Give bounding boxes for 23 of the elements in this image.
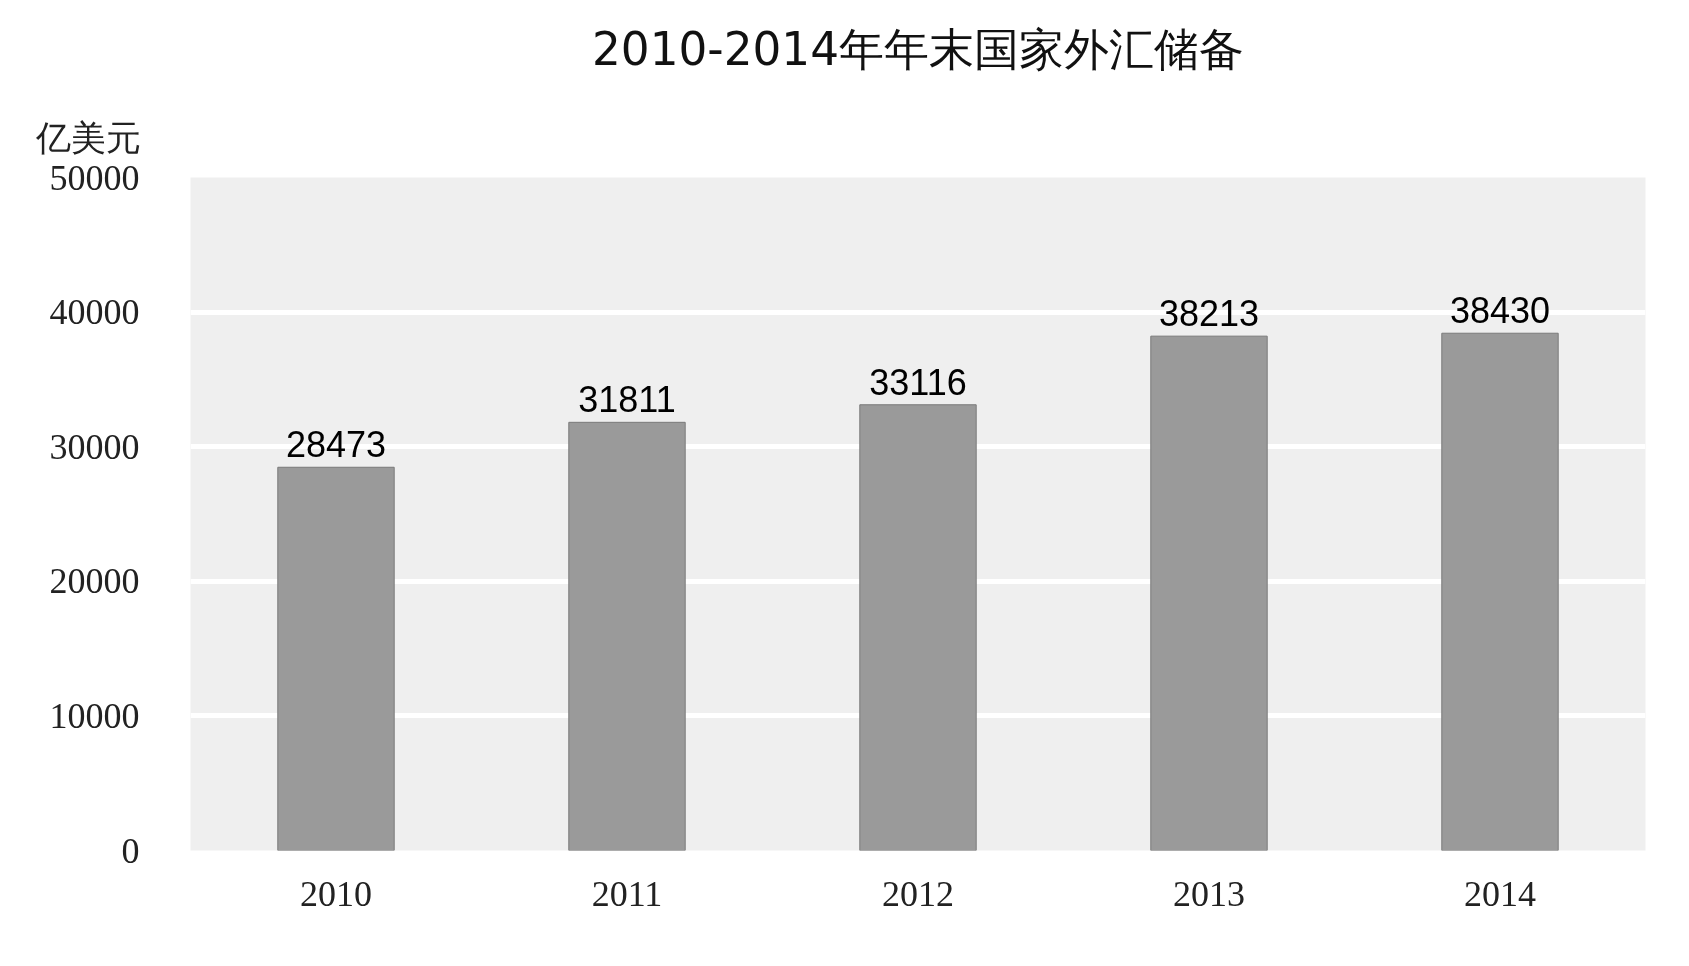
y-tick-label: 0 [121,830,140,871]
y-tick-label: 20000 [49,561,140,602]
y-tick-label: 30000 [49,426,140,467]
chart-title: 2010-2014年年末国家外汇储备 [591,22,1245,76]
bar [277,466,395,851]
x-tick-label: 2014 [1464,873,1536,914]
x-tick-label: 2012 [882,873,954,914]
y-tick-label: 10000 [49,695,140,736]
y-tick-label: 50000 [49,157,140,198]
data-label: 38430 [1449,290,1551,332]
data-label: 31811 [578,379,676,421]
bar [859,404,977,851]
x-tick-label: 2013 [1173,873,1245,914]
data-label: 38213 [1158,293,1260,335]
bar [1441,332,1559,851]
data-label: 28473 [285,424,387,466]
y-tick-label: 40000 [49,292,140,333]
x-tick-label: 2010 [300,873,372,914]
x-tick-label: 2011 [591,873,663,914]
data-label: 33116 [869,361,967,403]
bar [568,421,686,851]
bar [1150,335,1268,851]
y-axis-title: 亿美元 [34,117,141,158]
